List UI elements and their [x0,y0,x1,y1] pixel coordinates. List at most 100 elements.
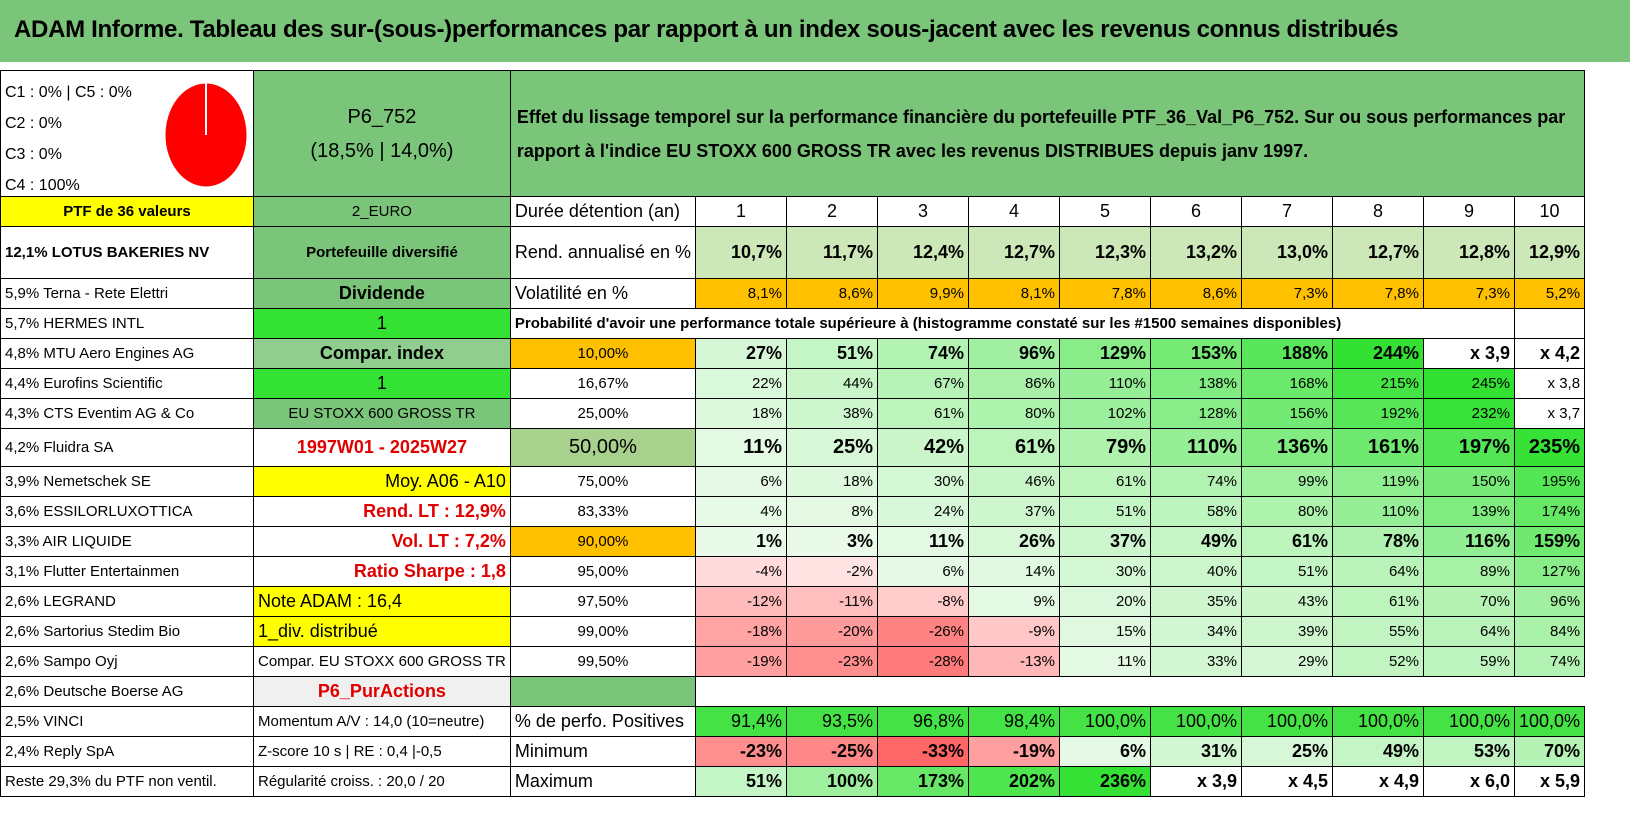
proba-value: 40% [1150,556,1242,587]
proba-value: -12% [695,586,787,617]
proba-value: 129% [1059,338,1151,369]
proba-value: 39% [1241,616,1333,647]
proba-value: x 3,8 [1513,368,1586,399]
proba-value: 44% [786,368,878,399]
year-header: 4 [968,196,1060,227]
proba-value: 33% [1150,646,1242,677]
proba-value: 136% [1241,428,1333,467]
min-value: 70% [1513,736,1586,767]
min-value: 49% [1332,736,1424,767]
rend-value: 12,8% [1423,226,1515,279]
proba-value: 61% [1059,466,1151,497]
proba-value: 61% [877,398,969,429]
holding-name: 2,4% Reply SpA [0,736,254,767]
vol-value: 8,6% [786,278,878,309]
holding-name: 4,2% Fluidra SA [0,428,254,467]
proba-value: 46% [968,466,1060,497]
min-value: 31% [1150,736,1242,767]
holding-name: 3,9% Nemetschek SE [0,466,254,497]
proba-threshold: 50,00% [509,428,697,467]
rend-value: 12,7% [1332,226,1424,279]
empty-cell [1513,308,1586,339]
year-header: 9 [1423,196,1515,227]
pie-chart [162,80,250,190]
proba-value: 79% [1059,428,1151,467]
proba-value: 188% [1241,338,1333,369]
proba-value: 80% [968,398,1060,429]
proba-value: 159% [1513,526,1586,557]
proba-value: 64% [1423,616,1515,647]
side-info: P6_PurActions [253,676,511,707]
table-row: 12,1% LOTUS BAKERIES NV Portefeuille dive… [0,226,1586,279]
proba-value: 22% [695,368,787,399]
vol-value: 8,1% [695,278,787,309]
max-value: 202% [968,766,1060,797]
proba-value: 26% [968,526,1060,557]
proba-value: 51% [1059,496,1151,527]
vol-value: 7,3% [1423,278,1515,309]
holding-name: 2,6% Deutsche Boerse AG [0,676,254,707]
pie-legend-item: C2 : 0% [5,115,62,132]
min-value: -19% [968,736,1060,767]
table-row: 5,9% Terna - Rete Elettri Dividende Volati… [0,278,1586,309]
proba-value: 58% [1150,496,1242,527]
min-value: -23% [695,736,787,767]
table-row: C1 : 0% | C5 : 0% C2 : 0% C3 : 0% C4 : 100%… [0,70,1586,197]
proba-value: 1% [695,526,787,557]
proba-value: 61% [1241,526,1333,557]
proba-value: 30% [877,466,969,497]
max-value: x 3,9 [1150,766,1242,797]
proba-value: 64% [1332,556,1424,587]
proba-value: 84% [1513,616,1586,647]
proba-value: 37% [968,496,1060,527]
proba-threshold: 25,00% [509,398,697,429]
proba-threshold: 75,00% [509,466,697,497]
proba-threshold: 97,50% [509,586,697,617]
proba-threshold: 99,00% [509,616,697,647]
year-header: 3 [877,196,969,227]
proba-value: 34% [1150,616,1242,647]
proba-value: 11% [695,428,787,467]
holding-name: 3,3% AIR LIQUIDE [0,526,254,557]
proba-value: -18% [695,616,787,647]
year-header: 10 [1513,196,1586,227]
proba-value: -13% [968,646,1060,677]
holding-name: 2,6% LEGRAND [0,586,254,617]
proba-value: 3% [786,526,878,557]
proba-value: 110% [1150,428,1242,467]
max-value: 51% [695,766,787,797]
pos-value: 98,4% [968,706,1060,737]
max-value: x 5,9 [1513,766,1586,797]
table-row: Reste 29,3% du PTF non ventil. Régularité… [0,766,1586,797]
proba-value: 11% [1059,646,1151,677]
pos-value: 100,0% [1423,706,1515,737]
proba-value: 110% [1332,496,1424,527]
table-row: 2,5% VINCI Momentum A/V : 14,0 (10=neutre… [0,706,1586,737]
row-label-pos: % de perfo. Positives [509,706,697,737]
proba-value: 74% [1150,466,1242,497]
year-header: 2 [786,196,878,227]
proba-value: 27% [695,338,787,369]
proba-value: -8% [877,586,969,617]
proba-value: 51% [1241,556,1333,587]
table-row: 2,6% Deutsche Boerse AG P6_PurActions [0,676,1585,707]
portfolio-description: Effet du lissage temporel sur la perform… [509,70,1586,197]
proba-value: 51% [786,338,878,369]
vol-value: 7,3% [1241,278,1333,309]
proba-value: 168% [1241,368,1333,399]
pie-legend: C1 : 0% | C5 : 0% C2 : 0% C3 : 0% C4 : 100% [5,77,132,196]
holding-name: 4,4% Eurofins Scientific [0,368,254,399]
proba-value: 4% [695,496,787,527]
portfolio-code-cell: P6_752 (18,5% | 14,0%) [253,70,511,197]
row-label-max: Maximum [509,766,697,797]
currency: 2_EURO [253,196,511,227]
proba-value: 52% [1332,646,1424,677]
rend-value: 10,7% [695,226,787,279]
proba-value: 138% [1150,368,1242,399]
proba-value: 74% [1513,646,1586,677]
min-value: 53% [1423,736,1515,767]
side-info: Momentum A/V : 14,0 (10=neutre) [253,706,511,737]
proba-value: 61% [968,428,1060,467]
holding-name: 3,6% ESSILORLUXOTTICA [0,496,254,527]
proba-threshold: 99,50% [509,646,697,677]
